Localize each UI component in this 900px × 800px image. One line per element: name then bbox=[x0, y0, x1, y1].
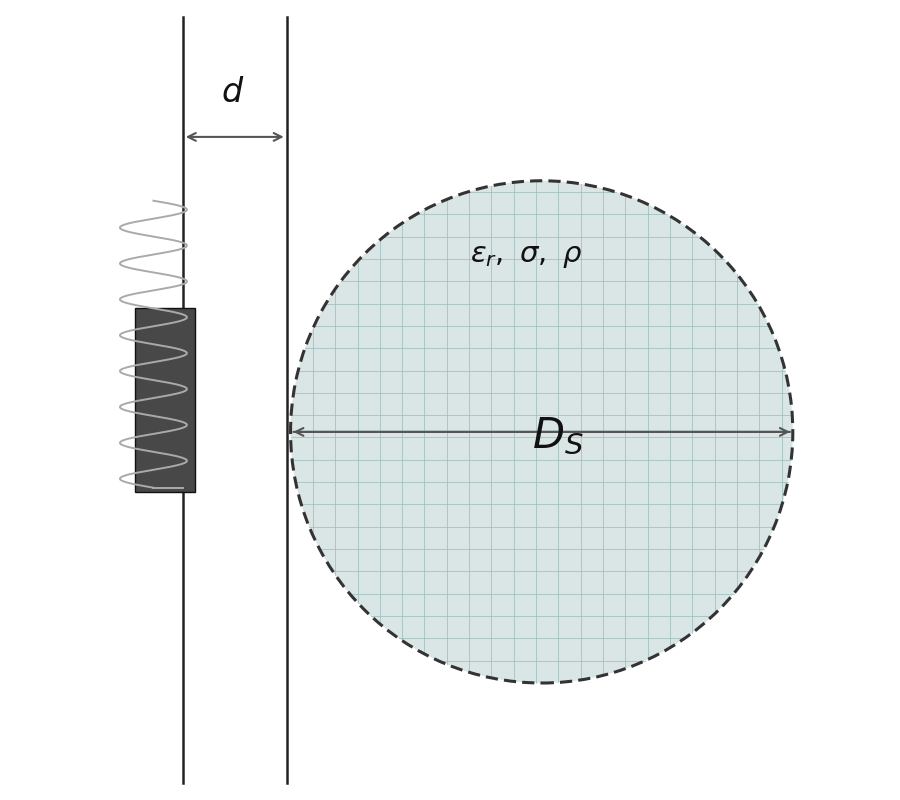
Circle shape bbox=[291, 181, 793, 683]
Text: $\varepsilon_{\mathit{r}},\ \sigma,\ \rho$: $\varepsilon_{\mathit{r}},\ \sigma,\ \rh… bbox=[470, 242, 582, 270]
Bar bbox=[135, 308, 195, 492]
Text: $\mathit{d}$: $\mathit{d}$ bbox=[221, 76, 245, 109]
Text: $\mathit{D}_{\mathit{S}}$: $\mathit{D}_{\mathit{S}}$ bbox=[532, 415, 583, 457]
